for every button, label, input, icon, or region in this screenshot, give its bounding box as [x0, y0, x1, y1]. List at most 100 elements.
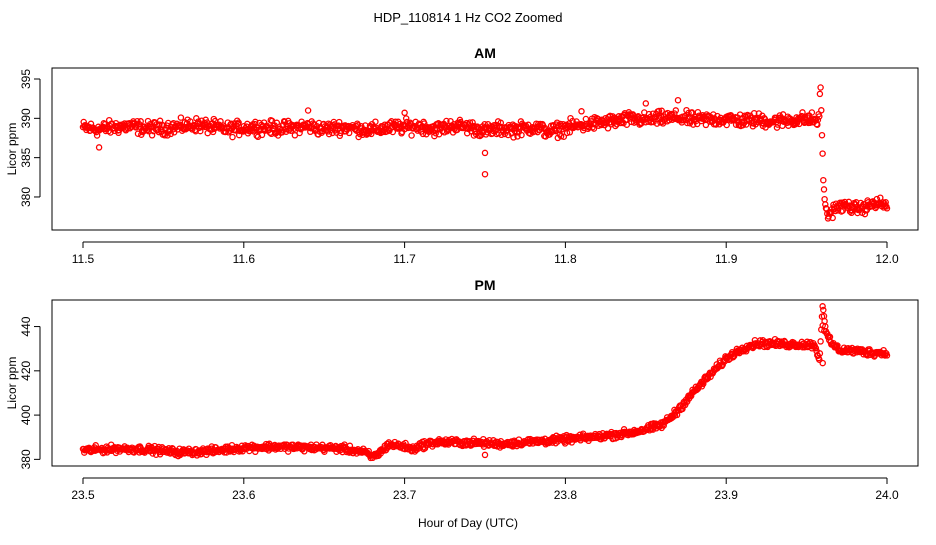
- data-point: [816, 113, 823, 120]
- outlier-point: [481, 170, 489, 178]
- data-point: [552, 127, 559, 135]
- data-point: [773, 124, 781, 131]
- data-point: [757, 115, 765, 123]
- am-x-axis: 11.5 11.6 11.7 11.8 11.9 12.0: [72, 241, 899, 266]
- data-point: [569, 117, 576, 125]
- pm-points: [79, 303, 891, 462]
- y-tick-label: 385: [19, 147, 33, 167]
- y-tick-label: 420: [19, 360, 33, 380]
- data-point: [80, 118, 87, 126]
- data-point: [148, 132, 156, 139]
- x-tick-label: 23.9: [715, 488, 739, 502]
- outlier-point: [819, 359, 826, 367]
- x-tick-label: 23.6: [232, 488, 256, 502]
- data-point: [209, 128, 217, 136]
- data-point: [258, 131, 266, 139]
- panel-am: AM Licor ppm 11.5 11.6 11.7 11.8 11.9 12.0 38…: [5, 45, 919, 266]
- pm-x-axis: 23.5 23.6 23.7 23.8 23.9 24.0: [71, 477, 899, 502]
- data-point: [814, 116, 822, 124]
- data-point: [372, 118, 379, 125]
- data-point: [222, 128, 230, 136]
- outlier-point: [481, 451, 489, 459]
- data-point: [617, 119, 625, 127]
- y-tick-label: 400: [19, 405, 33, 425]
- outlier-point: [401, 109, 408, 117]
- data-point: [818, 131, 826, 139]
- outlier-point: [304, 107, 312, 114]
- data-point: [816, 90, 824, 98]
- data-point: [336, 132, 344, 140]
- data-point: [402, 439, 409, 447]
- data-point: [655, 107, 663, 115]
- x-tick-label: 11.6: [233, 252, 256, 266]
- data-point: [839, 207, 846, 214]
- x-tick-label: 12.0: [875, 252, 899, 266]
- am-plot-frame: [51, 67, 919, 231]
- outlier-point: [821, 327, 828, 335]
- data-point: [333, 129, 340, 136]
- y-tick-label: 380: [19, 187, 33, 207]
- data-point: [742, 121, 750, 128]
- outlier-point: [674, 96, 682, 104]
- data-point: [115, 129, 122, 137]
- data-point: [817, 84, 824, 91]
- y-tick-label: 440: [19, 316, 33, 336]
- data-point: [582, 115, 590, 123]
- data-point: [225, 129, 232, 136]
- data-point: [693, 120, 701, 128]
- data-point: [689, 121, 697, 128]
- data-point: [402, 115, 410, 122]
- data-point: [819, 150, 826, 157]
- data-point: [235, 119, 242, 126]
- x-tick-label: 23.7: [393, 488, 417, 502]
- data-point: [700, 380, 707, 388]
- data-point: [604, 125, 612, 132]
- pm-y-axis: 380 400 420 440: [19, 316, 41, 469]
- data-point: [590, 125, 598, 132]
- data-point: [808, 109, 816, 116]
- data-point: [834, 342, 841, 349]
- data-point: [443, 117, 450, 125]
- y-tick-label: 390: [19, 108, 33, 128]
- data-point: [685, 109, 692, 117]
- data-point: [389, 128, 397, 136]
- data-point: [408, 132, 415, 139]
- data-point: [829, 214, 836, 222]
- am-y-axis: 380 385 390 395: [19, 69, 41, 207]
- x-tick-label: 23.8: [554, 488, 578, 502]
- data-point: [817, 338, 824, 345]
- x-tick-label: 11.7: [393, 252, 416, 266]
- am-points: [79, 84, 891, 222]
- x-tick-label: 11.5: [72, 252, 95, 266]
- x-tick-label: 11.8: [554, 252, 577, 266]
- panel-pm: PM Licor ppm 23.5 23.6 23.7 23.8 23.9 24.0 38…: [5, 277, 919, 502]
- data-point: [557, 132, 565, 140]
- data-point: [419, 130, 427, 138]
- am-y-axis-label: Licor ppm: [5, 123, 19, 176]
- data-point: [882, 199, 889, 206]
- data-point: [812, 345, 820, 352]
- data-point: [658, 107, 665, 115]
- data-point: [819, 303, 826, 310]
- data-point: [779, 122, 786, 130]
- outlier-point: [642, 100, 650, 107]
- data-point: [683, 119, 691, 127]
- data-point: [252, 118, 259, 126]
- data-point: [877, 194, 884, 201]
- data-point: [161, 132, 169, 139]
- y-tick-label: 380: [19, 449, 33, 469]
- data-point: [820, 186, 828, 193]
- data-point: [197, 127, 204, 135]
- data-point: [553, 119, 561, 126]
- data-point: [518, 131, 525, 139]
- x-tick-label: 23.5: [71, 488, 95, 502]
- data-point: [504, 131, 512, 139]
- figure-title: HDP_110814 1 Hz CO2 Zoomed: [373, 10, 562, 25]
- data-point: [325, 130, 333, 138]
- x-axis-label: Hour of Day (UTC): [418, 516, 518, 530]
- data-point: [883, 205, 891, 212]
- data-point: [346, 442, 354, 450]
- data-point: [137, 118, 144, 125]
- data-point: [278, 129, 286, 136]
- data-point: [816, 350, 824, 357]
